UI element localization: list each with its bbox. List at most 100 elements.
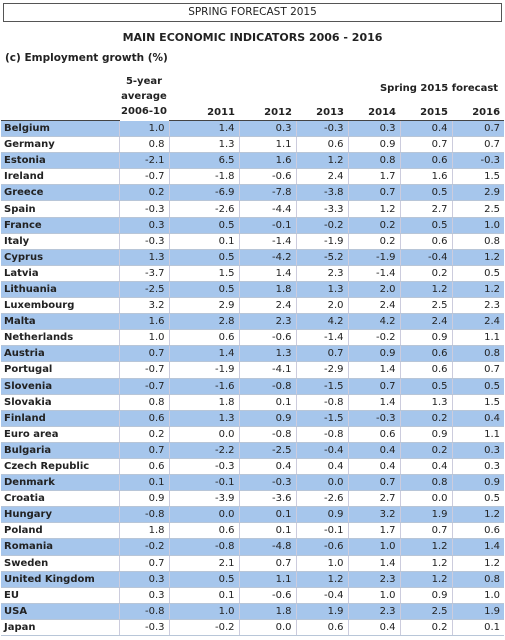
cell: 0.2 <box>399 265 453 282</box>
cell: 0.7 <box>295 345 349 363</box>
cell: -0.6 <box>295 538 349 556</box>
row-label: France <box>1 217 119 234</box>
blank <box>1 72 119 88</box>
cell: -4.2 <box>238 249 296 266</box>
cell: 0.2 <box>399 442 453 459</box>
cell: -0.4 <box>295 442 349 459</box>
cell: -0.8 <box>238 426 296 443</box>
cell: -3.6 <box>238 490 296 508</box>
cell: 0.5 <box>451 378 505 395</box>
cell: -0.2 <box>347 329 401 347</box>
row-label: United Kingdom <box>1 571 119 588</box>
cell: 0.0 <box>168 426 239 443</box>
cell: 1.0 <box>451 217 505 234</box>
cell: 1.4 <box>168 345 239 363</box>
cell: 0.6 <box>399 345 453 363</box>
cell: -0.1 <box>295 522 349 540</box>
cell: 0.7 <box>451 120 505 138</box>
cell: 0.4 <box>347 442 401 459</box>
cell: 1.2 <box>295 571 349 588</box>
cell: -0.3 <box>347 410 401 427</box>
row-label: Estonia <box>1 152 119 170</box>
table-row: Spain -0.3 -2.6 -4.4 -3.3 1.2 2.7 2.5 <box>1 200 505 218</box>
table-row: Latvia -3.7 1.5 1.4 2.3 -1.4 0.2 0.5 <box>1 265 505 282</box>
row-label: Bulgaria <box>1 442 119 459</box>
cell: 0.7 <box>347 184 401 202</box>
cell: 4.2 <box>295 313 349 331</box>
cell: 1.1 <box>238 571 296 588</box>
cell: 2.8 <box>168 313 239 331</box>
table-row: USA -0.8 1.0 1.8 1.9 2.3 2.5 1.9 <box>1 603 505 620</box>
cell: 2.3 <box>295 265 349 282</box>
cell: -4.8 <box>238 538 296 556</box>
cell: 2.3 <box>347 603 401 620</box>
cell: 0.5 <box>168 249 239 266</box>
row-label: Poland <box>1 522 119 540</box>
cell: 2.4 <box>347 297 401 315</box>
cell: -0.6 <box>238 587 296 604</box>
cell: -0.2 <box>168 619 239 637</box>
cell: -7.8 <box>238 184 296 202</box>
cell: 1.2 <box>399 538 453 556</box>
table-row: Belgium 1.0 1.4 0.3 -0.3 0.3 0.4 0.7 <box>1 120 505 138</box>
cell: 0.9 <box>347 136 401 154</box>
row-label: Slovakia <box>1 394 119 411</box>
cell: -0.3 <box>451 152 505 170</box>
cell: 0.1 <box>238 394 296 411</box>
row-label: Netherlands <box>1 329 119 347</box>
cell: 1.5 <box>451 168 505 186</box>
cell: -0.3 <box>118 233 169 250</box>
cell: 1.7 <box>347 168 401 186</box>
cell: 1.8 <box>168 394 239 411</box>
cell: -6.9 <box>168 184 239 202</box>
row-label: Malta <box>1 313 119 331</box>
cell: 1.5 <box>168 265 239 282</box>
row-label: Spain <box>1 200 119 218</box>
cell: 0.7 <box>399 136 453 154</box>
cell: 0.0 <box>168 506 239 524</box>
cell: -2.9 <box>295 361 349 379</box>
table-row: Germany 0.8 1.3 1.1 0.6 0.9 0.7 0.7 <box>1 136 505 154</box>
cell: 0.2 <box>118 184 169 202</box>
table-row: Italy -0.3 0.1 -1.4 -1.9 0.2 0.6 0.8 <box>1 233 505 250</box>
cell: -0.7 <box>118 378 169 395</box>
row-label: Latvia <box>1 265 119 282</box>
col-header: 5-year average 2006-10 <box>121 75 167 117</box>
table-row: EU 0.3 0.1 -0.6 -0.4 1.0 0.9 1.0 <box>1 587 505 604</box>
cell: 1.4 <box>451 538 505 556</box>
cell: -0.8 <box>118 603 169 620</box>
cell: 0.8 <box>118 136 169 154</box>
cell: -0.3 <box>168 458 239 476</box>
cell: 1.8 <box>238 603 296 620</box>
cell: 0.5 <box>168 571 239 588</box>
row-label: Slovenia <box>1 378 119 395</box>
row-label: Lithuania <box>1 281 119 299</box>
cell: 0.6 <box>451 522 505 540</box>
row-label: Romania <box>1 538 119 556</box>
cell: 2.5 <box>399 297 453 315</box>
cell: 3.2 <box>347 506 401 524</box>
cell: 1.4 <box>168 120 239 138</box>
cell: 1.8 <box>118 522 169 540</box>
cell: -3.8 <box>295 184 349 202</box>
table-row: Greece 0.2 -6.9 -7.8 -3.8 0.7 0.5 2.9 <box>1 184 505 202</box>
row-label: Portugal <box>1 361 119 379</box>
cell: -1.4 <box>295 329 349 347</box>
cell: 1.2 <box>295 152 349 170</box>
cell: -0.8 <box>295 426 349 443</box>
cell: 0.2 <box>399 410 453 427</box>
table-row: Lithuania -2.5 0.5 1.8 1.3 2.0 1.2 1.2 <box>1 281 505 299</box>
cell: 0.3 <box>238 120 296 138</box>
cell: 0.6 <box>399 361 453 379</box>
row-label: Ireland <box>1 168 119 186</box>
cell: 1.2 <box>399 571 453 588</box>
cell: 0.3 <box>451 442 505 459</box>
blank <box>169 72 348 88</box>
cell: 1.2 <box>399 281 453 299</box>
cell: 0.9 <box>399 329 453 347</box>
cell: 0.3 <box>118 217 169 234</box>
cell: -0.4 <box>295 587 349 604</box>
cell: 0.7 <box>238 555 296 572</box>
cell: 0.6 <box>118 410 169 427</box>
cell: -3.9 <box>168 490 239 508</box>
